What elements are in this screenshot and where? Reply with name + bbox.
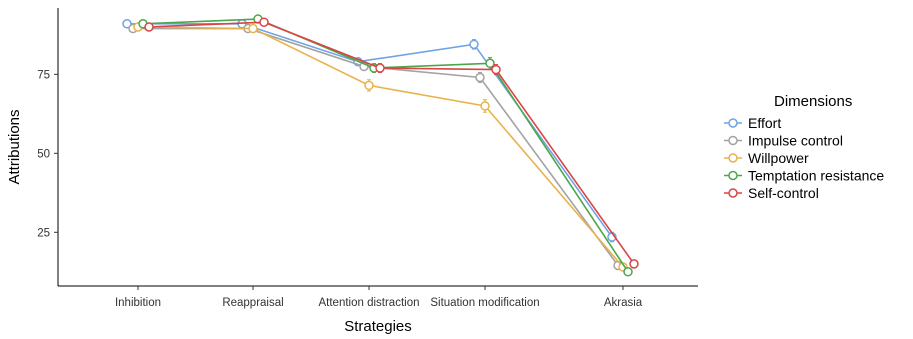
data-point xyxy=(144,22,154,32)
legend-key-point xyxy=(728,170,738,181)
data-point xyxy=(248,23,258,34)
legend-label: Temptation resistance xyxy=(748,168,884,184)
legend-label: Impulse control xyxy=(748,133,843,149)
data-point xyxy=(259,17,269,27)
legend-key-point xyxy=(728,153,738,163)
legend-item: Temptation resistance xyxy=(724,168,884,184)
legend-item: Effort xyxy=(724,115,781,131)
data-point xyxy=(364,80,374,91)
legend-item: Self-control xyxy=(724,185,819,201)
data-point xyxy=(629,259,639,269)
series-temptation-resistance xyxy=(138,14,633,277)
legend-key-point xyxy=(728,118,738,128)
y-tick-label: 50 xyxy=(37,148,50,160)
data-point xyxy=(623,267,633,277)
legend-key-point xyxy=(728,188,738,198)
legend-key-point xyxy=(728,135,738,146)
legend-label: Willpower xyxy=(748,150,809,166)
x-axis-title: Strategies xyxy=(344,318,412,335)
legend-title: Dimensions xyxy=(774,93,852,110)
y-ticks: 25 50 75 xyxy=(37,69,58,239)
legend-item: Willpower xyxy=(724,150,809,166)
data-point xyxy=(480,101,490,111)
series-self-control xyxy=(144,17,639,269)
data-point xyxy=(475,72,485,83)
x-tick-label: Akrasia xyxy=(604,297,643,309)
y-tick-label: 75 xyxy=(37,69,50,81)
legend: Dimensions Effort Impulse controlWillpowe… xyxy=(724,93,884,201)
data-point xyxy=(491,64,501,75)
legend-label: Self-control xyxy=(748,185,819,201)
series-willpower xyxy=(133,22,628,272)
data-point xyxy=(122,19,132,29)
x-tick-label: Inhibition xyxy=(115,297,161,309)
x-ticks: Inhibition Reappraisal Attention distracti… xyxy=(115,286,643,309)
data-point xyxy=(375,63,385,73)
series-line xyxy=(148,21,635,265)
legend-label: Effort xyxy=(748,115,781,131)
x-tick-label: Reappraisal xyxy=(222,297,283,309)
x-tick-label: Attention distraction xyxy=(318,297,419,309)
legend-item: Impulse control xyxy=(724,133,843,149)
plot-area xyxy=(122,14,639,277)
y-tick-label: 25 xyxy=(37,227,50,239)
data-point xyxy=(469,39,479,50)
series-effort xyxy=(122,19,617,243)
data-point xyxy=(485,58,495,69)
y-axis-title: Attributions xyxy=(6,109,23,184)
x-tick-label: Situation modification xyxy=(430,297,539,309)
